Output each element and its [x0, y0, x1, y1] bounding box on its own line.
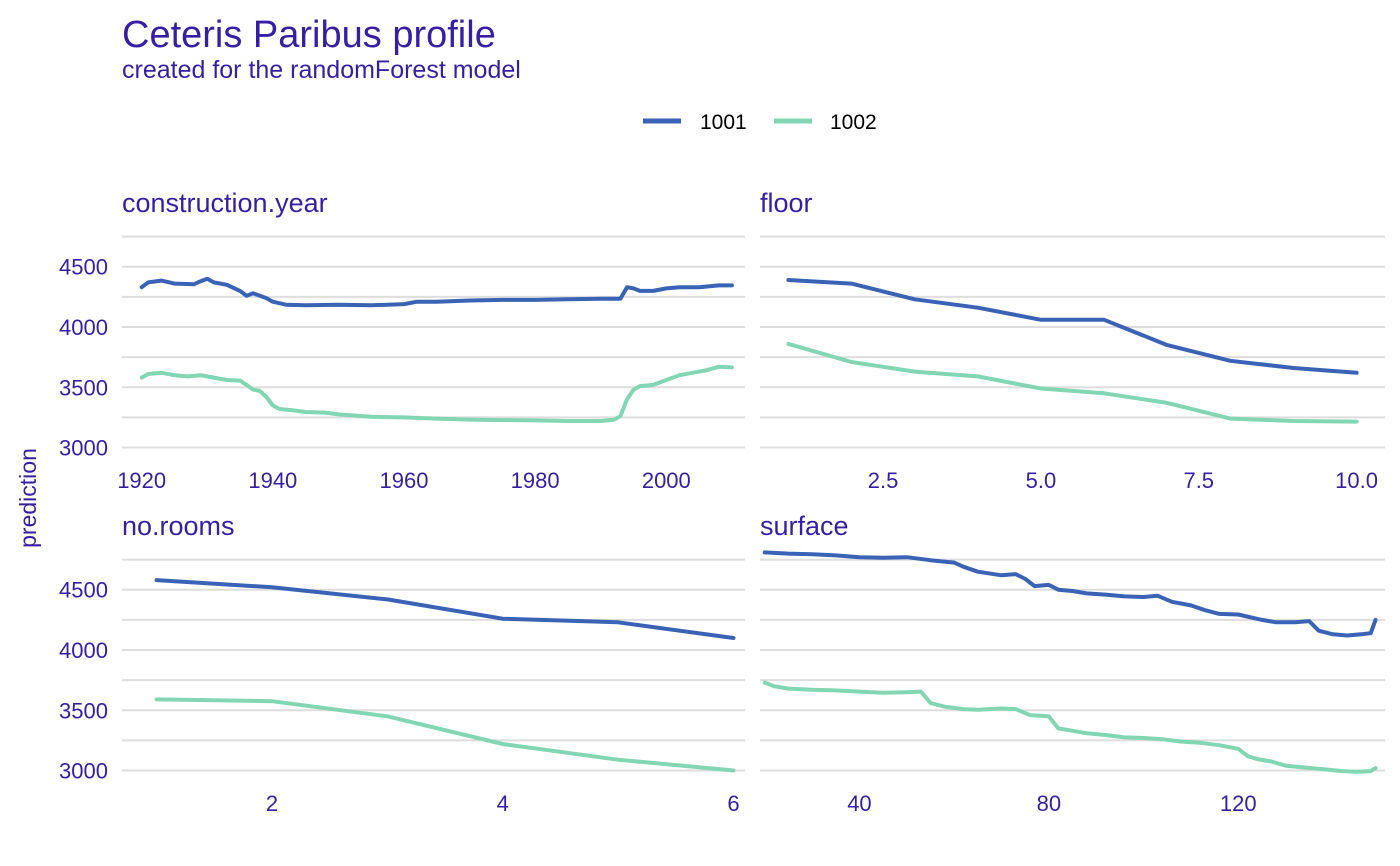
x-tick-label: 1960 [380, 468, 429, 493]
x-tick-label: 7.5 [1183, 468, 1214, 493]
x-tick-label: 6 [727, 791, 739, 816]
series-line-1001-construction-year [139, 276, 734, 308]
panel-title-surface: surface [760, 511, 849, 541]
legend-label-1002: 1002 [830, 111, 877, 134]
chart-subtitle: created for the randomForest model [122, 56, 521, 84]
x-tick-label: 10.0 [1335, 468, 1378, 493]
y-axis-title: prediction [15, 448, 41, 548]
series-line-1002-no-rooms [154, 697, 736, 773]
x-tick-label: 2.5 [868, 468, 899, 493]
panel-title-construction-year: construction.year [122, 188, 328, 218]
x-tick-label: 1940 [248, 468, 297, 493]
x-tick-label: 1980 [511, 468, 560, 493]
x-tick-label: 5.0 [1026, 468, 1057, 493]
y-tick-label: 3000 [59, 436, 108, 461]
y-tick-label: 3500 [59, 375, 108, 400]
x-tick-label: 120 [1220, 791, 1257, 816]
panel-title-floor: floor [760, 188, 813, 218]
series-line-1001-surface [762, 550, 1378, 638]
x-tick-label: 2000 [642, 468, 691, 493]
legend-label-1001: 1001 [700, 111, 747, 134]
y-tick-label: 4000 [59, 638, 108, 663]
panel-title-no-rooms: no.rooms [122, 511, 235, 541]
series-line-1002-construction-year [139, 364, 734, 423]
y-tick-label: 4500 [59, 578, 108, 603]
y-tick-label: 4500 [59, 255, 108, 280]
series-line-1002-surface [762, 680, 1378, 774]
x-tick-label: 2 [266, 791, 278, 816]
x-tick-label: 4 [497, 791, 509, 816]
series-line-1001-no-rooms [154, 578, 736, 640]
series-line-1001-floor [786, 278, 1359, 375]
chart-title: Ceteris Paribus profile [122, 14, 496, 56]
x-tick-label: 1920 [117, 468, 166, 493]
x-tick-label: 40 [847, 791, 871, 816]
x-tick-label: 80 [1037, 791, 1061, 816]
y-tick-label: 3000 [59, 759, 108, 784]
y-tick-label: 4000 [59, 315, 108, 340]
series-line-1002-floor [786, 341, 1359, 424]
y-tick-label: 3500 [59, 698, 108, 723]
